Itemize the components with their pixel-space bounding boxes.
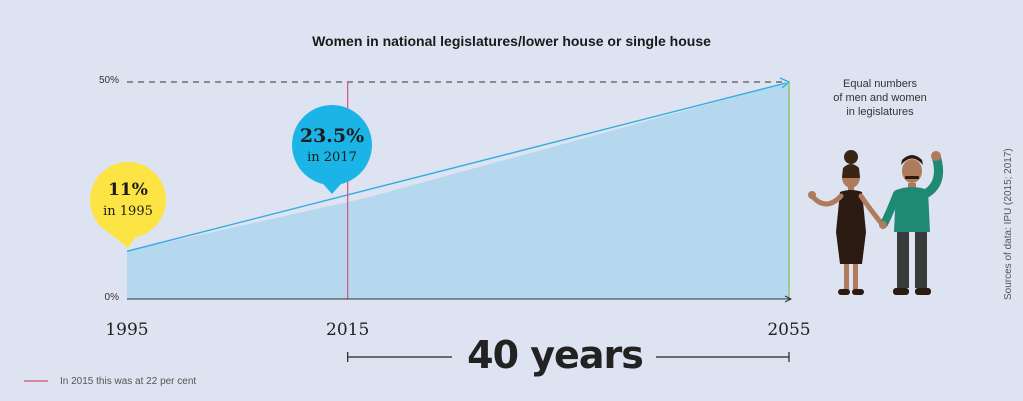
goal-label-line-2: of men and women: [833, 92, 927, 104]
bubble-1995-label: in 1995: [103, 204, 153, 219]
goal-label-line-3: in legislatures: [846, 106, 914, 118]
bubble-2017-value: 23.5%: [299, 125, 365, 147]
goal-label: Equal numbers of men and women in legisl…: [815, 77, 945, 119]
goal-label-line-1: Equal numbers: [843, 78, 917, 90]
x-tick-label-2015: 2015: [326, 320, 370, 340]
bubble-1995-pointer: [108, 232, 138, 248]
y-tick-label-0: 0%: [104, 292, 119, 303]
x-tick-label-2055: 2055: [767, 320, 811, 340]
x-tick-label-1995: 1995: [105, 320, 149, 340]
bubble-2017-pointer: [318, 176, 348, 194]
man-figure: [879, 151, 943, 295]
reference-line-note: In 2015 this was at 22 per cent: [60, 376, 197, 387]
woman-figure: [808, 150, 885, 295]
bubble-1995-circle: [90, 162, 166, 238]
y-tick-label-50: 50%: [98, 75, 119, 86]
bubble-2017: [292, 105, 372, 194]
trend-line: [126, 82, 787, 252]
bubble-2017-circle: [292, 105, 372, 185]
bubble-2017-label: in 2017: [307, 150, 357, 165]
chart-title: Women in national legislatures/lower hou…: [312, 33, 711, 49]
source-note: Sources of data: IPU (2015; 2017): [1003, 148, 1014, 300]
bubble-1995: [90, 162, 166, 248]
area-fill: [127, 82, 789, 299]
x-axis-arrowhead: [784, 295, 793, 303]
duration-label: 40 years: [467, 333, 644, 377]
bubble-1995-value: 11%: [108, 180, 148, 200]
